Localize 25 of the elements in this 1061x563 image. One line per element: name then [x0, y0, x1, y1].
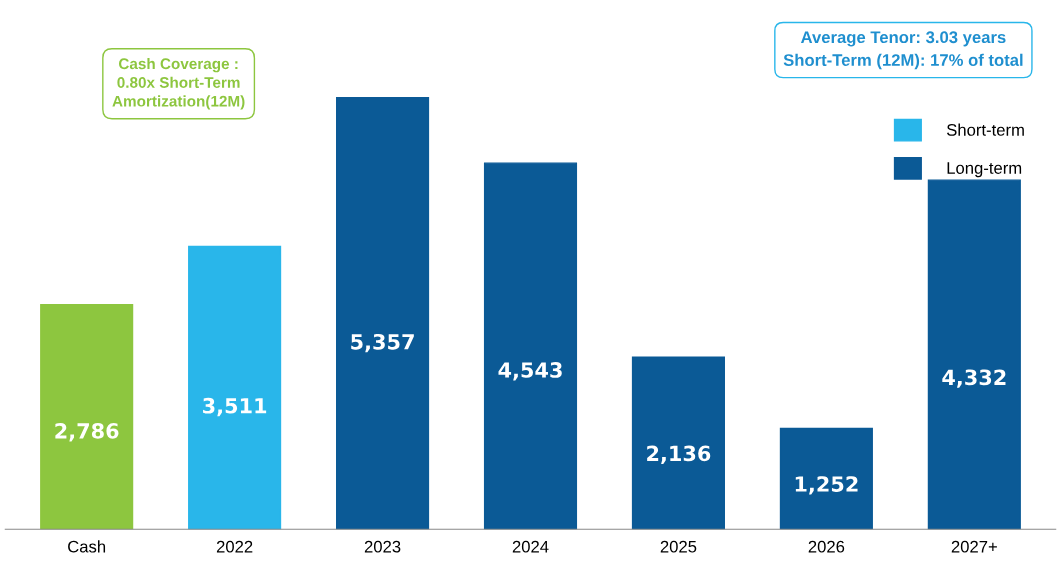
bar: [483, 162, 578, 530]
bar: [631, 356, 725, 530]
x-tick-label: 2024: [512, 540, 549, 553]
x-tick-label: Cash: [68, 540, 106, 553]
bar: [779, 427, 873, 530]
data-label: 2,136: [647, 445, 711, 464]
text: Average Tenor: 3.03 years Short-Term (12M): 17% of total: [783, 31, 1023, 70]
bar: [40, 304, 134, 530]
x-tick-label: 2022: [216, 540, 253, 553]
legend-label: Long-term: [947, 162, 1022, 178]
legend-label: Short-term: [946, 123, 1024, 136]
x-tick-label: 2025: [660, 540, 697, 553]
data-label: 1,252: [795, 476, 858, 495]
annotation: Cash Coverage : 0.80x Short-Term Amortization(12M): [112, 57, 245, 110]
data-label: 2,786: [55, 422, 119, 442]
data-label: 4,543: [498, 362, 562, 381]
x-tick-label: 2023: [364, 540, 401, 553]
bar: [927, 179, 1021, 530]
data-label: 3,511: [203, 397, 267, 417]
bar: [336, 96, 430, 530]
data-label: 5,357: [351, 333, 414, 353]
x-tick-label: 2026: [808, 540, 845, 553]
x-tick-label: 2027+: [951, 540, 997, 553]
data-label: 4,332: [942, 369, 1006, 388]
bar: [188, 245, 282, 530]
